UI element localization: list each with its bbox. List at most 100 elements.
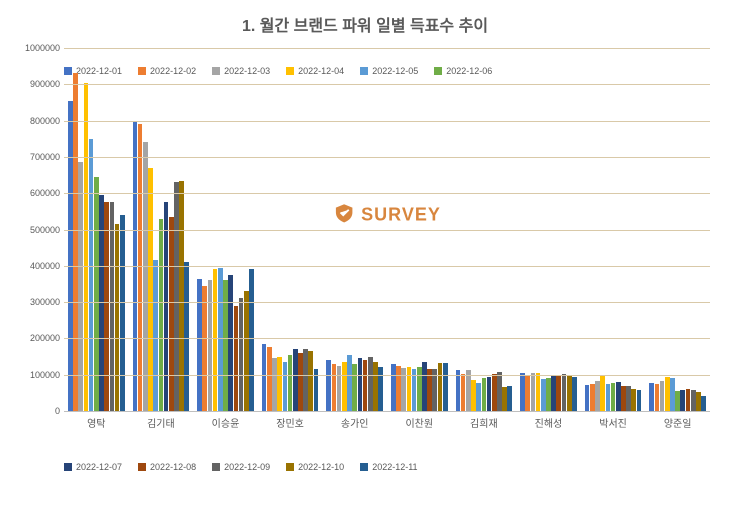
- bar: [665, 377, 670, 411]
- bar: [368, 357, 373, 411]
- bar: [546, 378, 551, 411]
- plot-area: SURVEY 영탁김기태이승윤장민호송가인이찬원김희재진해성박서진양준일 010…: [64, 48, 710, 412]
- legend-bottom: 2022-12-07 2022-12-08 2022-12-09 2022-12-10…: [64, 462, 710, 472]
- y-axis-label: 300000: [30, 297, 64, 307]
- bar: [179, 181, 184, 412]
- legend-swatch: [360, 463, 368, 471]
- bar: [422, 362, 427, 411]
- y-axis-label: 700000: [30, 152, 64, 162]
- legend-label: 2022-12-09: [224, 462, 270, 472]
- x-axis-label: 진해성: [535, 411, 563, 430]
- bar: [691, 390, 696, 411]
- bar: [373, 362, 378, 411]
- x-axis-label: 장민호: [276, 411, 304, 430]
- bar: [616, 382, 621, 411]
- grid-line: [64, 338, 710, 339]
- bar: [352, 364, 357, 411]
- bar: [143, 142, 148, 411]
- x-axis-label: 김기태: [147, 411, 175, 430]
- bar: [438, 363, 443, 411]
- legend-swatch: [138, 463, 146, 471]
- legend-label: 2022-12-08: [150, 462, 196, 472]
- bar: [471, 380, 476, 411]
- bar: [660, 381, 665, 411]
- bar: [363, 360, 368, 411]
- chart-body: 2022-12-012022-12-022022-12-032022-12-04…: [10, 42, 720, 472]
- bar: [228, 275, 233, 411]
- bar: [332, 364, 337, 411]
- x-axis-label: 송가인: [341, 411, 369, 430]
- bar: [562, 374, 567, 411]
- grid-line: [64, 48, 710, 49]
- bar: [556, 375, 561, 411]
- bar: [347, 355, 352, 411]
- grid-line: [64, 266, 710, 267]
- bar: [466, 370, 471, 411]
- bar: [267, 347, 272, 411]
- bar: [213, 269, 218, 411]
- legend-label: 2022-12-10: [298, 462, 344, 472]
- bar: [417, 367, 422, 411]
- bar: [507, 386, 512, 411]
- bar: [223, 280, 228, 411]
- bar: [611, 383, 616, 411]
- legend-swatch: [64, 463, 72, 471]
- bar: [308, 351, 313, 411]
- bar: [476, 383, 481, 411]
- bar: [89, 139, 94, 411]
- bar: [487, 377, 492, 411]
- y-axis-label: 100000: [30, 370, 64, 380]
- grid-line: [64, 157, 710, 158]
- bar: [502, 387, 507, 411]
- y-axis-label: 0: [55, 406, 64, 416]
- legend-item: 2022-12-07: [64, 462, 122, 472]
- bar: [298, 353, 303, 411]
- bar: [153, 260, 158, 411]
- y-axis-label: 800000: [30, 116, 64, 126]
- bar: [283, 362, 288, 411]
- bar: [94, 177, 99, 411]
- bar: [120, 215, 125, 411]
- bar: [531, 373, 536, 411]
- bar: [595, 381, 600, 411]
- grid-line: [64, 302, 710, 303]
- x-axis-label: 이찬원: [405, 411, 433, 430]
- bar: [536, 373, 541, 411]
- bar: [497, 372, 502, 411]
- bar: [541, 379, 546, 411]
- bar: [621, 386, 626, 411]
- y-axis-label: 200000: [30, 333, 64, 343]
- bar: [68, 101, 73, 411]
- bar: [110, 202, 115, 411]
- bar: [572, 377, 577, 411]
- legend-item: 2022-12-08: [138, 462, 196, 472]
- bar: [600, 375, 605, 411]
- bar: [649, 383, 654, 411]
- bar: [551, 375, 556, 411]
- bar: [337, 366, 342, 411]
- bar: [288, 355, 293, 411]
- bar: [249, 269, 254, 411]
- bar: [293, 349, 298, 411]
- legend-label: 2022-12-11: [372, 462, 417, 472]
- grid-line: [64, 375, 710, 376]
- bar: [174, 182, 179, 411]
- bar: [164, 202, 169, 411]
- bar: [686, 389, 691, 411]
- bar: [585, 385, 590, 411]
- bar: [606, 384, 611, 411]
- grid-line: [64, 193, 710, 194]
- x-axis-label: 김희재: [470, 411, 498, 430]
- bar: [358, 358, 363, 411]
- bar: [482, 378, 487, 411]
- chart-title: 1. 월간 브랜드 파워 일별 득표수 추이: [10, 12, 720, 36]
- legend-item: 2022-12-11: [360, 462, 417, 472]
- x-axis-label: 박서진: [599, 411, 627, 430]
- legend-swatch: [286, 463, 294, 471]
- bar: [456, 370, 461, 411]
- y-axis-label: 600000: [30, 188, 64, 198]
- y-axis-label: 1000000: [25, 43, 64, 53]
- bar: [84, 83, 89, 412]
- bar: [443, 363, 448, 411]
- bar: [234, 306, 239, 411]
